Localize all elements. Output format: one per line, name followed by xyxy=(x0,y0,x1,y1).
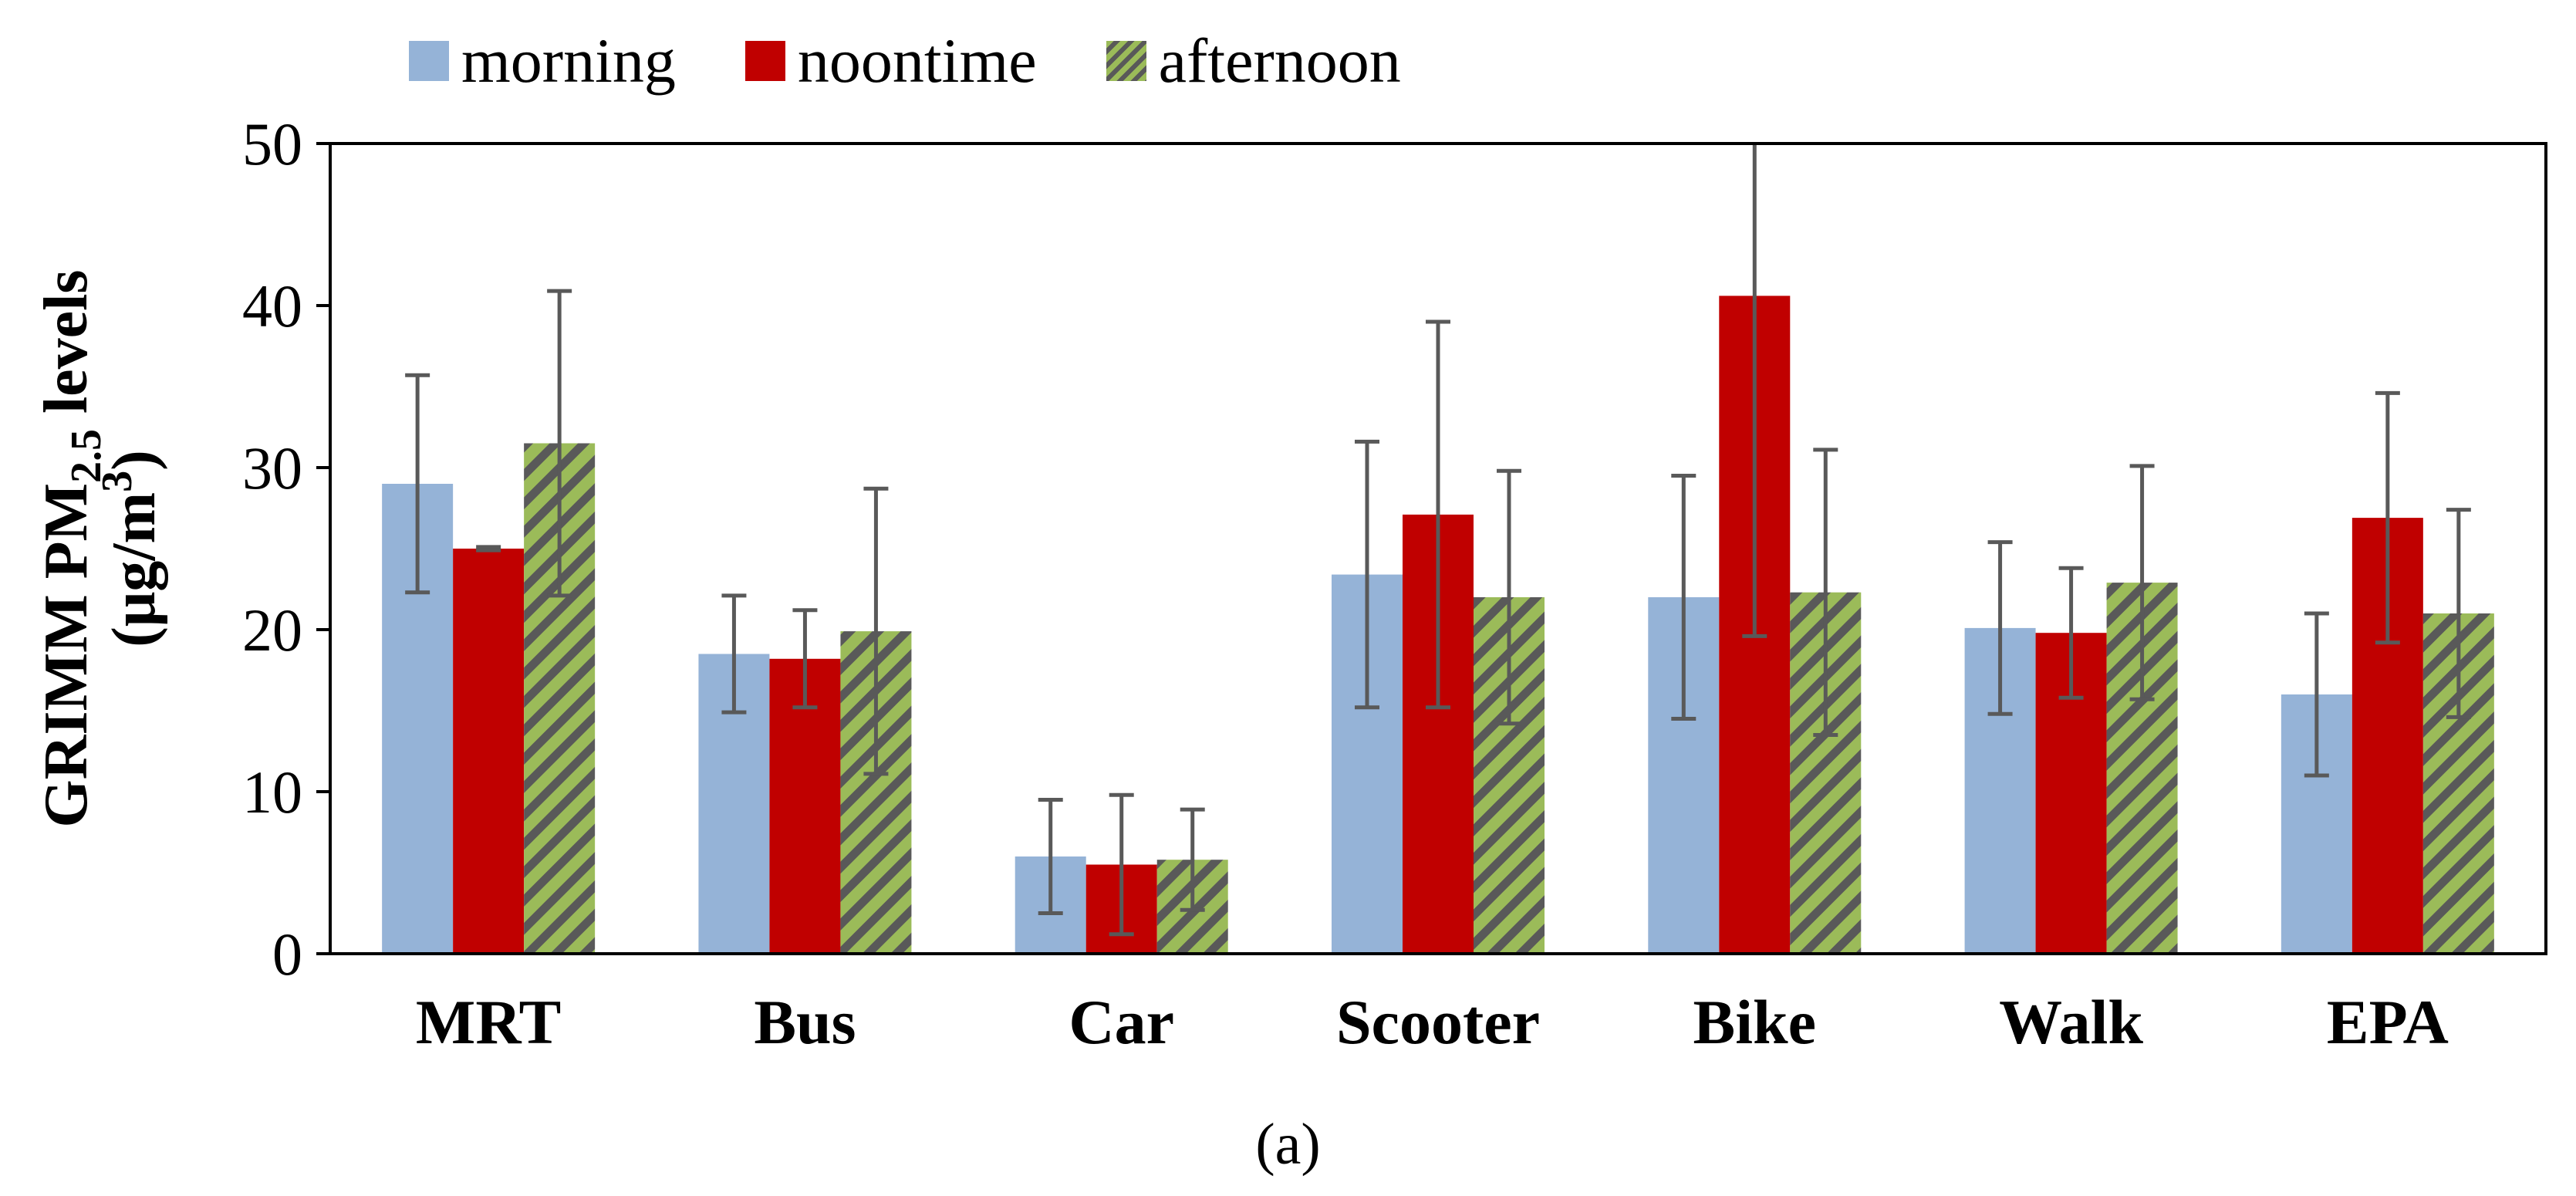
errorbar-afternoon-bike xyxy=(1813,448,1838,737)
legend-label-afternoon: afternoon xyxy=(1158,25,1401,96)
y-axis-units-close: ) xyxy=(100,450,168,471)
errorbar-afternoon-car xyxy=(1180,807,1205,912)
x-tick-label-mrt: MRT xyxy=(416,987,561,1057)
x-tick-label-bus: Bus xyxy=(754,987,856,1057)
x-tick-label-epa: EPA xyxy=(2327,987,2449,1057)
errorbar-noontime-bus xyxy=(792,608,818,710)
y-axis-label-units: (μg/m3) xyxy=(93,450,168,647)
errorbar-noontime-car xyxy=(1109,792,1134,937)
errorbar-noontime-bike xyxy=(1742,144,1767,638)
x-tick-label-bike: Bike xyxy=(1693,987,1816,1057)
errorbar-afternoon-scooter xyxy=(1497,468,1521,726)
legend-item-noontime: noontime xyxy=(744,25,1037,96)
errorbar-afternoon-walk xyxy=(2129,464,2155,701)
legend-swatch-morning xyxy=(409,41,449,81)
errorbar-noontime-epa xyxy=(2375,390,2400,645)
bar-noontime-mrt xyxy=(453,549,525,954)
x-tick-label-walk: Walk xyxy=(1999,987,2143,1057)
bar-chart: 0 10 20 30 40 50 MRT Bus Car Scooter Bike Walk EPA GR… xyxy=(32,110,2547,1057)
errorbar-morning-mrt xyxy=(405,373,430,595)
errorbar-morning-epa xyxy=(2304,611,2329,778)
plot-frame xyxy=(329,142,2547,955)
y-tick-label: 50 xyxy=(242,110,302,177)
x-tick-label-scooter: Scooter xyxy=(1336,987,1540,1057)
y-tick-label: 40 xyxy=(242,272,302,340)
y-tick-label: 10 xyxy=(242,758,302,826)
errorbar-afternoon-epa xyxy=(2446,508,2471,719)
legend-item-afternoon: afternoon xyxy=(1106,29,1401,93)
errorbar-morning-car xyxy=(1038,798,1063,915)
errorbar-noontime-scooter xyxy=(1426,319,1450,710)
errorbar-morning-bus xyxy=(721,593,747,715)
legend-swatch-afternoon xyxy=(1106,41,1146,81)
y-axis-units-superscript: 3 xyxy=(93,471,141,492)
y-tick-label: 20 xyxy=(242,596,302,664)
y-axis-label: GRIMM PM2.5 levels xyxy=(32,269,110,827)
errorbar-noontime-mrt xyxy=(476,545,501,552)
errorbar-noontime-walk xyxy=(2058,566,2084,700)
x-tick-label-car: Car xyxy=(1069,987,1174,1057)
legend-swatch-noontime xyxy=(744,41,785,81)
legend-item-morning: morning xyxy=(409,29,676,93)
y-tick-label: 30 xyxy=(242,434,302,502)
errorbar-afternoon-mrt xyxy=(547,289,572,598)
legend: morning noontime afternoon xyxy=(409,29,1401,93)
legend-label-morning: morning xyxy=(461,25,676,96)
errorbar-morning-walk xyxy=(1987,540,2013,716)
y-axis-label-main: GRIMM PM xyxy=(32,483,100,828)
errorbar-afternoon-bus xyxy=(863,486,889,776)
legend-label-noontime: noontime xyxy=(797,25,1037,96)
y-axis-units-main: (μg/m xyxy=(100,492,168,647)
y-tick-label: 0 xyxy=(272,921,302,988)
y-axis-label-subscript: 2.5 xyxy=(62,429,110,483)
y-axis-label-suffix: levels xyxy=(32,269,100,429)
errorbar-morning-bike xyxy=(1671,474,1697,721)
figure-caption: (a) xyxy=(1255,1112,1321,1177)
errorbar-morning-scooter xyxy=(1355,439,1379,710)
